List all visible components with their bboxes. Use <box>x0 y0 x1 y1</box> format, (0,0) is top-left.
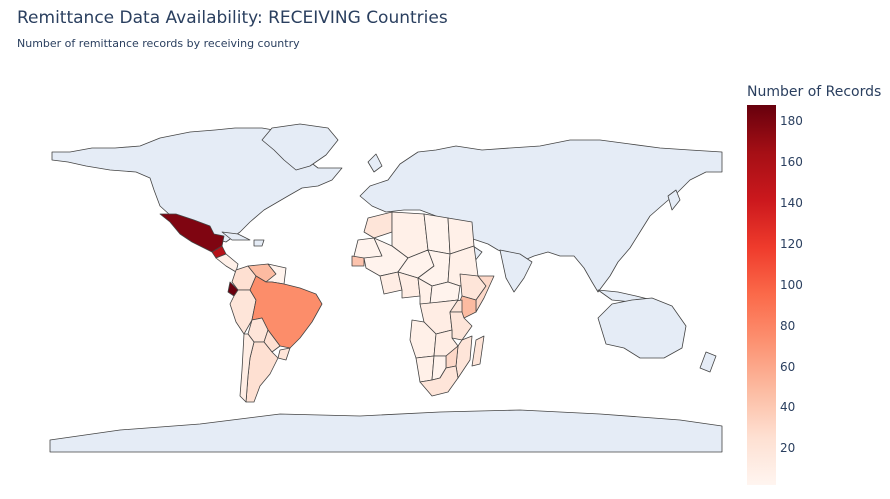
colorbar-tick-label: 60 <box>780 359 796 374</box>
country-morocco <box>363 211 393 239</box>
country-madagascar <box>471 335 485 367</box>
colorbar <box>747 105 776 485</box>
colorbar-tick-label: 80 <box>780 318 796 333</box>
cuba <box>221 231 251 241</box>
country-chile <box>239 333 255 403</box>
chart-title: Remittance Data Availability: RECEIVING … <box>17 8 448 28</box>
india <box>499 249 533 293</box>
north-america <box>51 127 343 243</box>
country-uruguay <box>277 347 291 361</box>
uk <box>367 153 383 173</box>
chart-subtitle: Number of remittance records by receivin… <box>17 37 300 50</box>
colorbar-tick-label: 140 <box>780 196 803 211</box>
japan <box>667 189 681 211</box>
colorbar-tick-label: 100 <box>780 277 803 292</box>
colorbar-tick-label: 180 <box>780 114 803 129</box>
country-mozambique <box>455 335 473 379</box>
country-south-africa <box>419 365 459 397</box>
antarctica <box>49 409 723 453</box>
australia <box>597 297 687 359</box>
hispaniola <box>253 239 265 247</box>
country-libya <box>423 213 451 255</box>
country-central-america <box>215 253 239 273</box>
colorbar-tick-label: 160 <box>780 155 803 170</box>
colorbar-tick-label: 40 <box>780 400 796 415</box>
colorbar-tick-label: 20 <box>780 441 796 456</box>
country-senegal <box>351 255 365 267</box>
new-zealand <box>699 351 717 373</box>
greenland <box>261 123 339 171</box>
country-namibia <box>415 355 435 383</box>
country-nigeria <box>397 271 421 299</box>
country-tanzania <box>449 311 473 341</box>
colorbar-tick-label: 120 <box>780 236 803 251</box>
colorbar-title: Number of Records <box>747 84 882 100</box>
